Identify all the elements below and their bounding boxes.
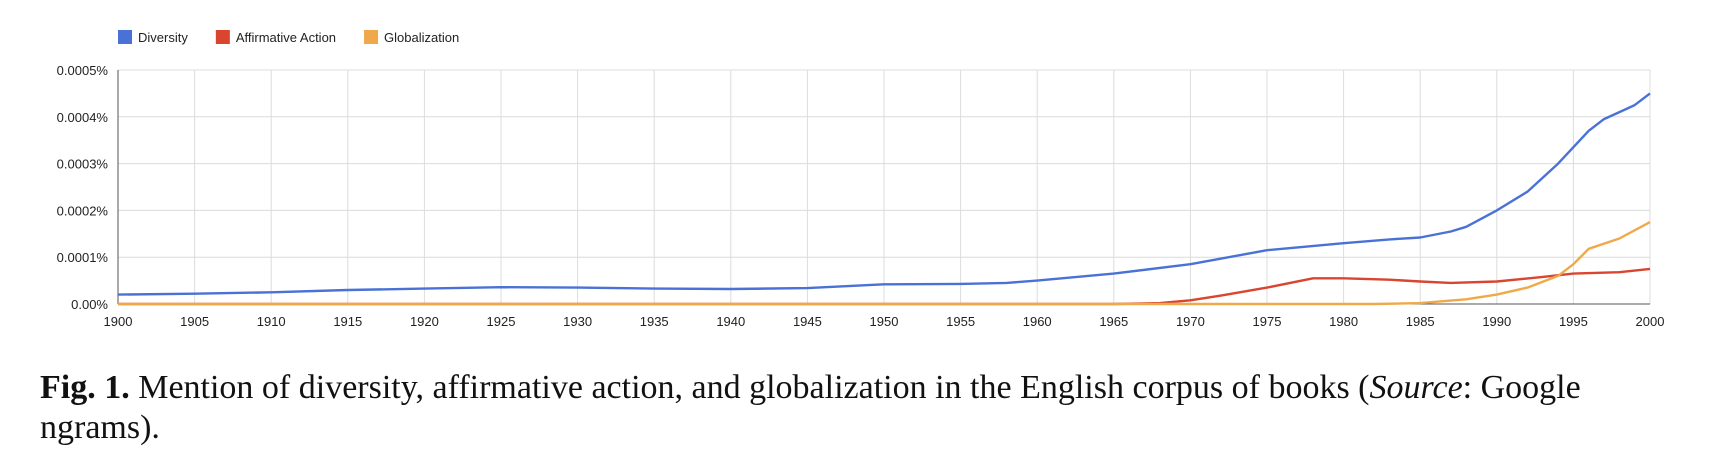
x-tick-label: 1920 bbox=[410, 314, 439, 329]
x-tick-label: 1940 bbox=[716, 314, 745, 329]
grid-lines bbox=[117, 69, 1651, 305]
x-tick-label: 1950 bbox=[870, 314, 899, 329]
legend-label-affirmative-action: Affirmative Action bbox=[236, 30, 336, 45]
series-layer bbox=[117, 92, 1651, 306]
x-tick-label: 1975 bbox=[1253, 314, 1282, 329]
legend-swatch-diversity bbox=[118, 30, 132, 44]
caption-source-word: Source bbox=[1369, 369, 1463, 406]
tick-labels: 0.00% 0.0001% 0.0002% 0.0003% 0.0004% 0.0005%… bbox=[57, 63, 1665, 329]
x-tick-label: 1990 bbox=[1482, 314, 1511, 329]
series-line-diversity bbox=[117, 92, 1651, 296]
x-tick-label: 1905 bbox=[180, 314, 209, 329]
chart: Diversity Affirmative Action Globalization… bbox=[57, 30, 1665, 329]
caption-text-end: : Google ngrams). bbox=[40, 369, 1581, 446]
y-tick-label: 0.0003% bbox=[57, 157, 109, 172]
caption-text: Mention of diversity, affirmative action… bbox=[129, 369, 1370, 406]
x-tick-label: 1935 bbox=[640, 314, 669, 329]
legend-swatch-affirmative-action bbox=[215, 30, 230, 44]
y-tick-label: 0.0005% bbox=[57, 63, 109, 78]
legend-swatch-globalization bbox=[364, 30, 379, 44]
y-tick-label: 0.0002% bbox=[57, 203, 109, 218]
x-tick-label: 1980 bbox=[1329, 314, 1358, 329]
x-tick-label: 1955 bbox=[946, 314, 975, 329]
x-tick-label: 1900 bbox=[104, 314, 133, 329]
x-tick-label: 1915 bbox=[333, 314, 362, 329]
x-tick-label: 1925 bbox=[487, 314, 516, 329]
legend: Diversity Affirmative Action Globalization bbox=[118, 30, 459, 45]
figure-label: Fig. 1. bbox=[40, 369, 130, 406]
legend-label-diversity: Diversity bbox=[138, 30, 188, 45]
x-tick-label: 1960 bbox=[1023, 314, 1052, 329]
figure-caption: Fig. 1. Mention of diversity, affirmativ… bbox=[40, 368, 1700, 448]
y-tick-label: 0.00% bbox=[71, 297, 108, 312]
legend-label-globalization: Globalization bbox=[384, 30, 459, 45]
y-tick-label: 0.0004% bbox=[57, 110, 109, 125]
x-tick-label: 1930 bbox=[563, 314, 592, 329]
x-tick-label: 1945 bbox=[793, 314, 822, 329]
y-tick-label: 0.0001% bbox=[57, 250, 109, 265]
x-tick-label: 1970 bbox=[1176, 314, 1205, 329]
x-tick-label: 1910 bbox=[257, 314, 286, 329]
x-tick-label: 1965 bbox=[1099, 314, 1128, 329]
series-line-globalization bbox=[118, 221, 1651, 306]
x-tick-label: 2000 bbox=[1636, 314, 1665, 329]
x-tick-label: 1985 bbox=[1406, 314, 1435, 329]
x-tick-label: 1995 bbox=[1559, 314, 1588, 329]
